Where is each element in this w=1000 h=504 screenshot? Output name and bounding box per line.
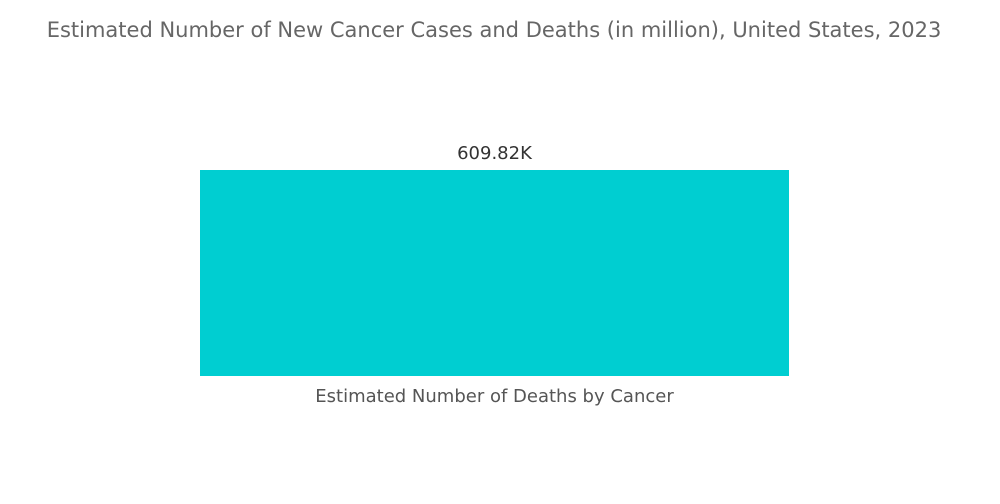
bar <box>200 170 789 376</box>
data-label: 609.82K <box>457 143 533 164</box>
chart-title: Estimated Number of New Cancer Cases and… <box>47 18 942 42</box>
x-tick-label: Estimated Number of Deaths by Cancer <box>315 386 674 407</box>
